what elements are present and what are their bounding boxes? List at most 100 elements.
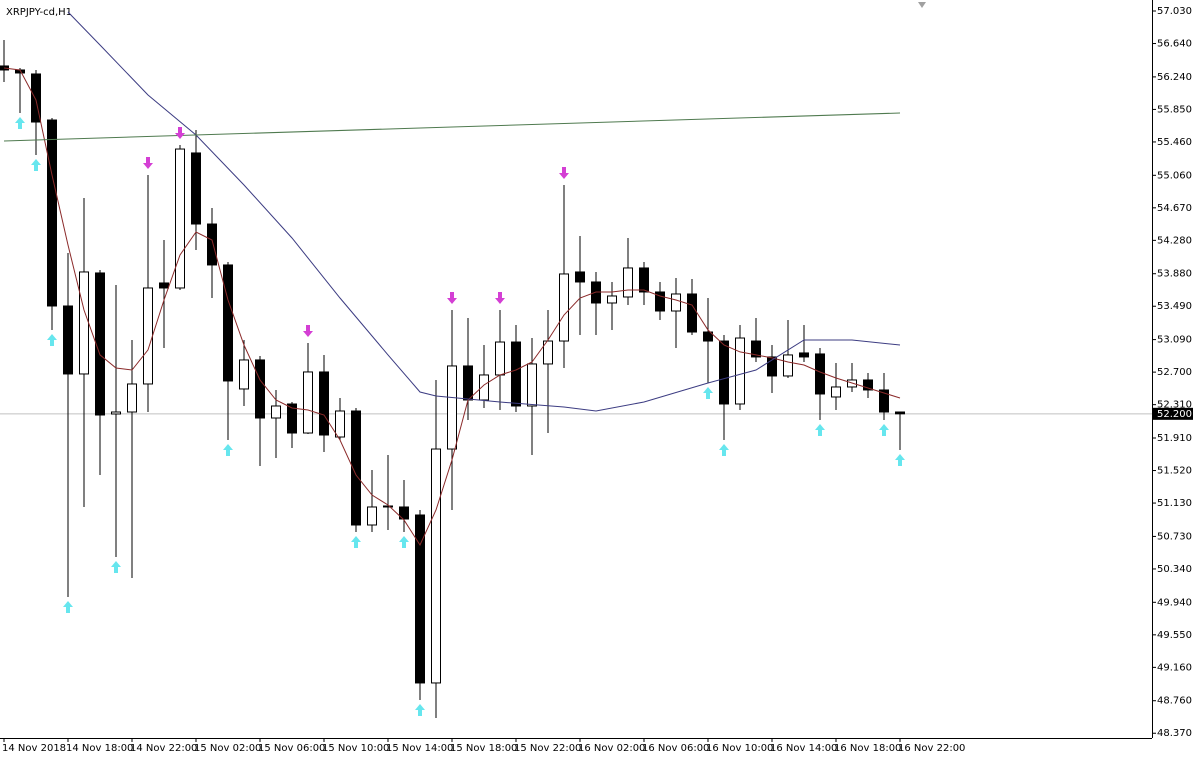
bear-candle-body xyxy=(799,352,809,358)
bull-candle-body xyxy=(783,354,793,377)
x-tick-label: 16 Nov 18:00 xyxy=(834,743,901,754)
bear-candle-body xyxy=(207,223,217,266)
bull-candle-body xyxy=(143,287,153,385)
bear-candle-body xyxy=(159,282,169,289)
y-tick-label: 53.880 xyxy=(1157,269,1192,280)
bear-candle-body xyxy=(511,341,521,407)
bear-candle-body xyxy=(383,505,393,508)
bear-candle-body xyxy=(63,305,73,375)
bear-candle-body xyxy=(255,359,265,419)
current-price-box xyxy=(1153,407,1193,420)
y-tick-label: 56.640 xyxy=(1157,39,1192,50)
buy-arrow xyxy=(399,536,409,549)
bear-candle-body xyxy=(463,365,473,401)
x-tick-label: 16 Nov 06:00 xyxy=(642,743,709,754)
moving-average-line xyxy=(3,112,901,142)
sell-arrow xyxy=(175,127,185,140)
sell-arrow xyxy=(303,325,313,338)
x-tick-label: 15 Nov 02:00 xyxy=(194,743,261,754)
bear-candle-body xyxy=(687,293,697,333)
bull-candle-body xyxy=(127,383,137,413)
bull-candle-body xyxy=(335,410,345,438)
buy-arrow xyxy=(63,600,73,613)
x-tick-label: 16 Nov 14:00 xyxy=(770,743,837,754)
y-tick-label: 51.520 xyxy=(1157,466,1192,477)
bull-candle-body xyxy=(431,448,441,684)
x-tick-label: 15 Nov 18:00 xyxy=(450,743,517,754)
x-tick-label: 14 Nov 18:00 xyxy=(66,743,133,754)
buy-arrow xyxy=(703,386,713,399)
y-tick-label: 50.730 xyxy=(1157,531,1192,542)
bull-candle-body xyxy=(447,365,457,450)
bull-candle-body xyxy=(831,386,841,398)
bull-candle-body xyxy=(303,371,313,434)
y-tick-label: 52.700 xyxy=(1157,367,1192,378)
x-tick-label: 16 Nov 22:00 xyxy=(898,743,965,754)
bear-candle-body xyxy=(719,340,729,405)
y-tick-label: 54.670 xyxy=(1157,203,1192,214)
bear-candle-body xyxy=(399,506,409,520)
bear-candle-body xyxy=(351,410,361,526)
y-tick-label: 49.550 xyxy=(1157,630,1192,641)
y-tick-label: 53.090 xyxy=(1157,335,1192,346)
y-tick-label: 55.850 xyxy=(1157,104,1192,115)
sell-arrow xyxy=(447,291,457,304)
bull-candle-body xyxy=(367,506,377,526)
y-tick-label: 57.030 xyxy=(1157,6,1192,17)
buy-arrow xyxy=(351,536,361,549)
bear-candle-body xyxy=(895,411,905,415)
y-tick-label: 52.310 xyxy=(1157,400,1192,411)
y-tick-label: 49.160 xyxy=(1157,662,1192,673)
y-tick-label: 50.340 xyxy=(1157,564,1192,575)
y-tick-label: 51.910 xyxy=(1157,433,1192,444)
x-tick-label: 15 Nov 10:00 xyxy=(322,743,389,754)
buy-arrow xyxy=(111,560,121,573)
buy-arrow xyxy=(415,703,425,716)
bull-candle-body xyxy=(607,295,617,304)
bull-candle-body xyxy=(735,337,745,405)
y-tick-label: 55.060 xyxy=(1157,170,1192,181)
y-tick-label: 48.760 xyxy=(1157,696,1192,707)
x-tick-label: 15 Nov 06:00 xyxy=(258,743,325,754)
buy-arrow xyxy=(15,117,25,130)
bear-candle-body xyxy=(815,353,825,395)
bear-candle-body xyxy=(415,514,425,684)
chart-shift-marker xyxy=(918,2,926,8)
y-tick-label: 54.280 xyxy=(1157,235,1192,246)
bull-candle-body xyxy=(543,340,553,365)
bull-candle-body xyxy=(175,148,185,289)
chart-title: XRPJPY-cd,H1 xyxy=(6,7,72,18)
bear-candle-body xyxy=(879,389,889,413)
bear-candle-body xyxy=(863,379,873,391)
bull-candle-body xyxy=(495,341,505,376)
x-tick-label: 14 Nov 22:00 xyxy=(130,743,197,754)
bear-candle-body xyxy=(47,119,57,307)
x-tick-label: 15 Nov 14:00 xyxy=(386,743,453,754)
bear-candle-body xyxy=(575,271,585,283)
bear-candle-body xyxy=(31,73,41,123)
bear-candle-body xyxy=(319,371,329,436)
buy-arrow xyxy=(223,444,233,457)
current-price-label: 52.200 xyxy=(1157,409,1192,420)
bull-candle-body xyxy=(479,374,489,401)
bear-candle-body xyxy=(223,264,233,382)
y-tick-label: 53.490 xyxy=(1157,301,1192,312)
buy-arrow xyxy=(879,423,889,436)
x-tick-label: 14 Nov 2018 xyxy=(2,743,66,754)
bear-candle-body xyxy=(703,331,713,342)
bear-candle-body xyxy=(639,267,649,293)
buy-arrow xyxy=(719,444,729,457)
bear-candle-body xyxy=(655,291,665,312)
bull-candle-body xyxy=(79,271,89,375)
y-tick-label: 51.130 xyxy=(1157,498,1192,509)
bear-candle-body xyxy=(751,340,761,358)
bear-candle-body xyxy=(95,272,105,416)
bull-candle-body xyxy=(527,363,537,407)
y-tick-label: 49.940 xyxy=(1157,597,1192,608)
x-tick-label: 16 Nov 10:00 xyxy=(706,743,773,754)
bull-candle-body xyxy=(623,267,633,298)
bear-candle-body xyxy=(191,152,201,225)
bull-candle-body xyxy=(111,411,121,415)
